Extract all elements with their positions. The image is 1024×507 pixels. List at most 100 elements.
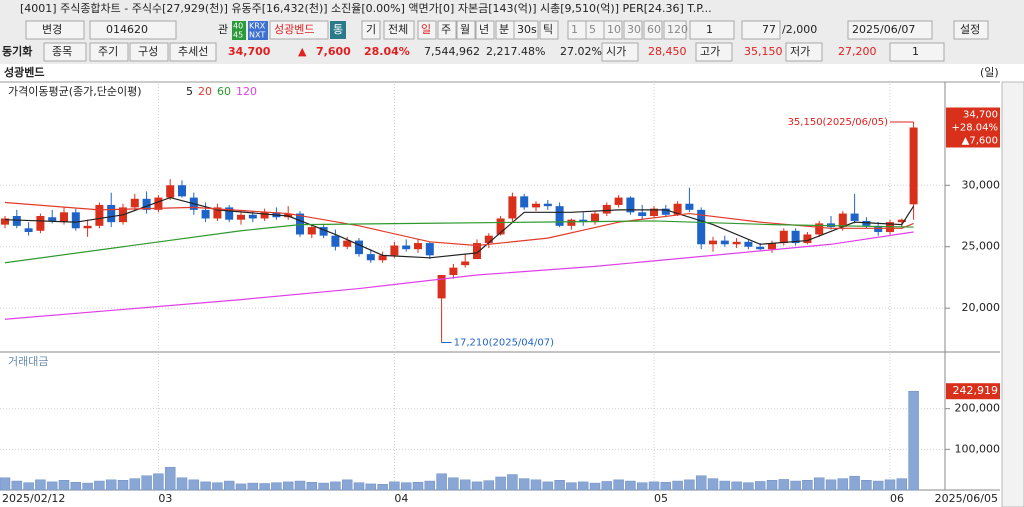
candle-body	[307, 227, 316, 235]
candle-body	[48, 217, 57, 221]
bar	[695, 475, 707, 491]
bar	[790, 480, 801, 491]
tong-button[interactable]	[330, 21, 346, 39]
candle-body	[24, 228, 33, 232]
moving-average	[4, 231, 914, 320]
candle-body	[484, 235, 493, 244]
candle-body	[803, 234, 812, 244]
y-tick-label: 20,000	[962, 301, 1001, 314]
candle-body	[744, 241, 753, 247]
candle-body	[555, 206, 564, 226]
candle-body	[319, 227, 328, 236]
gi-button[interactable]	[361, 20, 381, 40]
bar	[35, 479, 46, 491]
tab-label: 추세선	[178, 45, 208, 58]
last-change-pct: +28.04%	[951, 123, 998, 134]
candle-body	[543, 203, 552, 207]
period-button[interactable]	[437, 20, 457, 40]
bar	[271, 482, 282, 491]
bar	[778, 479, 790, 491]
candle-body	[36, 216, 45, 231]
watch: 관	[218, 23, 228, 36]
period-label: 년	[479, 23, 489, 36]
candle-body	[532, 203, 540, 208]
layout-select[interactable]	[889, 42, 945, 62]
bar	[424, 480, 436, 491]
interval-button[interactable]	[603, 20, 623, 40]
candle-body	[355, 240, 363, 255]
x-tick-label: 2025/02/12	[2, 492, 65, 505]
tab[interactable]	[129, 42, 169, 62]
bar	[483, 480, 495, 491]
bar	[282, 481, 294, 491]
settings: 설정	[960, 23, 980, 36]
candle-body	[225, 207, 234, 220]
candle-body	[402, 245, 411, 250]
all-button[interactable]	[383, 20, 415, 40]
code-input[interactable]	[89, 20, 177, 40]
candle-body	[378, 255, 387, 261]
bar	[365, 483, 377, 491]
bar	[872, 480, 884, 491]
bar	[306, 482, 318, 491]
candle-body	[768, 243, 776, 250]
bar	[330, 481, 341, 491]
candle-body	[296, 213, 304, 235]
candle-body	[154, 197, 163, 210]
bar	[884, 479, 896, 491]
candle-body	[425, 243, 434, 256]
period-button[interactable]	[417, 20, 437, 40]
bar	[601, 481, 613, 491]
high-label: 고가	[700, 45, 720, 58]
candle-body	[520, 196, 529, 208]
high-label: 35,150(2025/06/05)	[788, 117, 889, 128]
interval-button[interactable]	[623, 20, 643, 40]
period-button[interactable]	[475, 20, 495, 40]
candle-body	[142, 198, 151, 210]
low-label: 17,210(2025/04/07)	[454, 338, 555, 349]
period-button[interactable]	[513, 20, 539, 40]
moving-average	[4, 220, 914, 264]
price: 34,700	[228, 45, 271, 58]
open-label-box	[601, 42, 639, 62]
tab[interactable]	[89, 42, 129, 62]
change-button[interactable]	[25, 20, 85, 40]
arrow: ▲	[298, 45, 307, 58]
interval-input[interactable]	[689, 20, 735, 40]
period-button[interactable]	[456, 20, 476, 40]
candle-body	[83, 225, 92, 229]
high-label-box	[695, 42, 733, 62]
drawing-tools[interactable]	[1001, 81, 1024, 507]
bar	[176, 477, 188, 491]
bar	[636, 482, 648, 491]
last-price-box	[946, 107, 1000, 148]
candle-body	[1, 218, 9, 225]
period-button[interactable]	[539, 20, 559, 40]
count-input[interactable]	[741, 20, 781, 40]
bar	[648, 481, 660, 491]
badge	[232, 21, 246, 40]
bar	[223, 480, 235, 491]
candle-body	[12, 216, 21, 226]
candle-body	[449, 267, 458, 276]
change-label: 변경	[42, 23, 62, 36]
moving-average	[4, 201, 914, 247]
candle-body	[591, 213, 599, 223]
x-tick-label: 06	[890, 492, 904, 505]
legend-entry: 20	[198, 85, 212, 98]
open-label: 시가	[606, 45, 626, 58]
tab[interactable]	[169, 42, 217, 62]
bar	[353, 482, 365, 491]
bar	[82, 482, 93, 491]
tab[interactable]	[43, 42, 87, 62]
date-input[interactable]	[847, 20, 933, 40]
candle-body	[685, 203, 694, 210]
settings-button[interactable]	[953, 20, 989, 40]
bar	[625, 480, 636, 491]
candle-body	[366, 254, 375, 261]
period-label: 주	[441, 23, 451, 36]
bar	[660, 482, 672, 491]
interval-button[interactable]	[663, 20, 687, 40]
interval-button[interactable]	[643, 20, 663, 40]
